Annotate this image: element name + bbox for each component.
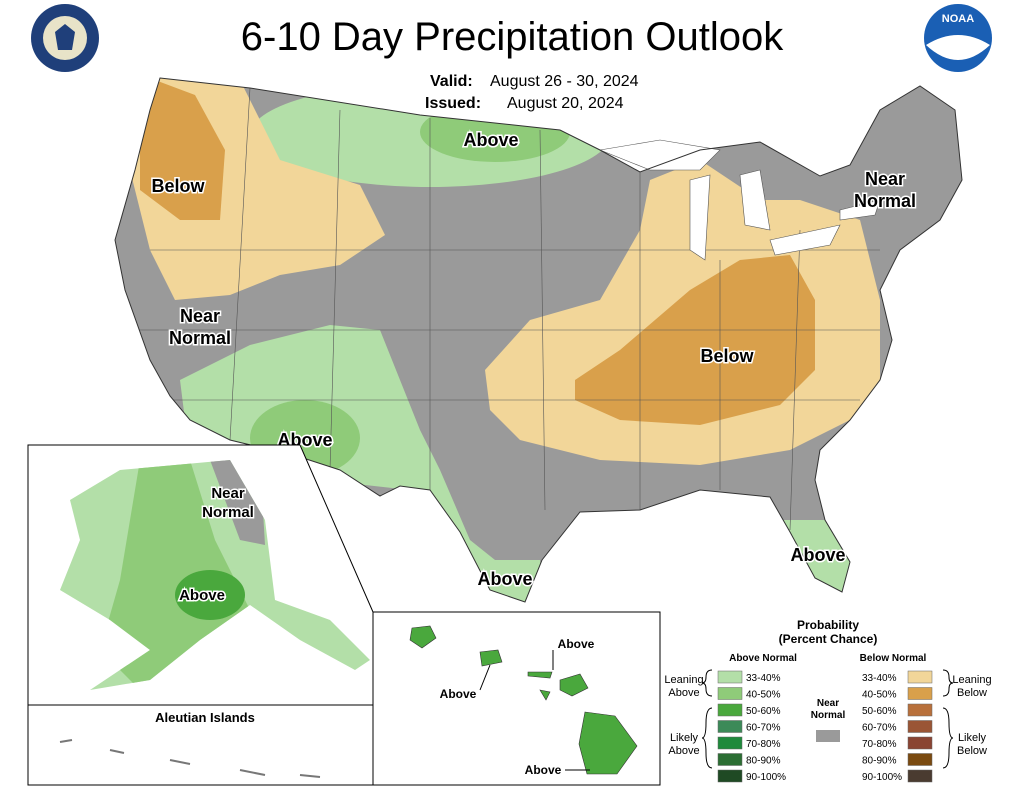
map-shape [575, 255, 815, 425]
region-label: Near Normal [202, 485, 254, 521]
below-swatch [907, 769, 933, 783]
map-shape [130, 87, 880, 531]
label-line: Near [211, 485, 245, 502]
aleutian-inset [27, 704, 374, 786]
above-swatch [717, 753, 743, 766]
great-lakes [598, 139, 881, 261]
above-swatch [717, 720, 743, 733]
region-label: Above [525, 763, 562, 777]
label-line: Near [180, 306, 220, 326]
region-label: Above [790, 545, 845, 565]
map-shape [926, 35, 990, 60]
legend-header: Above Normal [729, 653, 797, 664]
label-line: Normal [854, 191, 916, 211]
below-range: 40-50% [862, 690, 897, 701]
below-range: 80-90% [862, 756, 897, 767]
region-label: Above [558, 637, 595, 651]
above-range: 33-40% [746, 673, 781, 684]
below-swatch [907, 720, 933, 733]
aleutian-islands [59, 739, 321, 778]
above-range: 90-100% [746, 772, 786, 783]
legend-group: Likely Above [668, 732, 699, 757]
aleutian-label: Aleutian Islands [155, 710, 255, 725]
title: 6-10 Day Precipitation Outlook [241, 15, 785, 59]
below-swatch [907, 687, 933, 700]
region-label: Above [477, 569, 532, 589]
label-line: Above [668, 687, 699, 699]
region-label: Below [151, 176, 205, 196]
above-range: 60-70% [746, 723, 781, 734]
legend-brace [701, 669, 954, 769]
above-range: 40-50% [746, 690, 781, 701]
region-label: Above [440, 687, 477, 701]
near-swatch [816, 730, 840, 742]
region-label: Above [179, 587, 225, 604]
legend-group: Leaning Below [952, 674, 991, 699]
below-swatch [907, 753, 933, 766]
legend-group: Leaning Above [664, 674, 703, 699]
legend-title: Probability [797, 618, 859, 632]
below-swatch [907, 670, 933, 684]
region-label: Above [463, 130, 518, 150]
above-swatch [717, 769, 743, 783]
issued-label: Issued: [425, 95, 481, 112]
legend-group: Likely Below [957, 732, 987, 757]
label-line: Leaning [664, 674, 703, 686]
legend: Probability (Percent Chance) Above Norma… [664, 618, 991, 783]
above-swatch [717, 703, 743, 717]
legend-header: Below Normal [860, 653, 927, 664]
below-range: 90-100% [862, 772, 902, 783]
valid-date: August 26 - 30, 2024 [490, 73, 639, 90]
below-range: 60-70% [862, 723, 897, 734]
below-range: 50-60% [862, 706, 897, 717]
label-line: Normal [169, 328, 231, 348]
legend-near: Near Normal [811, 698, 846, 721]
map-shape [409, 625, 638, 775]
conus-map [115, 78, 962, 602]
legend-title: (Percent Chance) [779, 632, 878, 646]
noaa-logo: NOAA [924, 4, 992, 72]
label-line: Likely [958, 732, 987, 744]
below-range: 33-40% [862, 673, 897, 684]
valid-label: Valid: [430, 73, 473, 90]
above-swatch [717, 736, 743, 750]
below-range: 70-80% [862, 739, 897, 750]
label-line: Normal [202, 504, 254, 521]
above-swatch [717, 670, 743, 684]
issued-date: August 20, 2024 [507, 95, 624, 112]
label-line: Near [865, 169, 905, 189]
label-line: Above [668, 745, 699, 757]
region-label: Near Normal [169, 306, 231, 348]
map-shape [479, 650, 590, 771]
hawaii-islands [409, 625, 638, 775]
label-line: Below [957, 687, 987, 699]
map-shape [55, 24, 75, 50]
above-range: 80-90% [746, 756, 781, 767]
label-line: Leaning [952, 674, 991, 686]
label-line: Normal [811, 710, 846, 721]
map-shape [140, 80, 225, 220]
region-label: Near Normal [854, 169, 916, 211]
above-swatch [717, 687, 743, 700]
region-label: Below [700, 346, 754, 366]
doc-seal [31, 4, 99, 72]
below-swatch [907, 736, 933, 750]
noaa-text: NOAA [942, 13, 974, 25]
label-line: Likely [670, 732, 699, 744]
above-range: 70-80% [746, 739, 781, 750]
above-range: 50-60% [746, 706, 781, 717]
map-shape [175, 570, 245, 620]
below-swatch [907, 703, 933, 717]
label-line: Near [817, 698, 839, 709]
label-line: Below [957, 745, 987, 757]
